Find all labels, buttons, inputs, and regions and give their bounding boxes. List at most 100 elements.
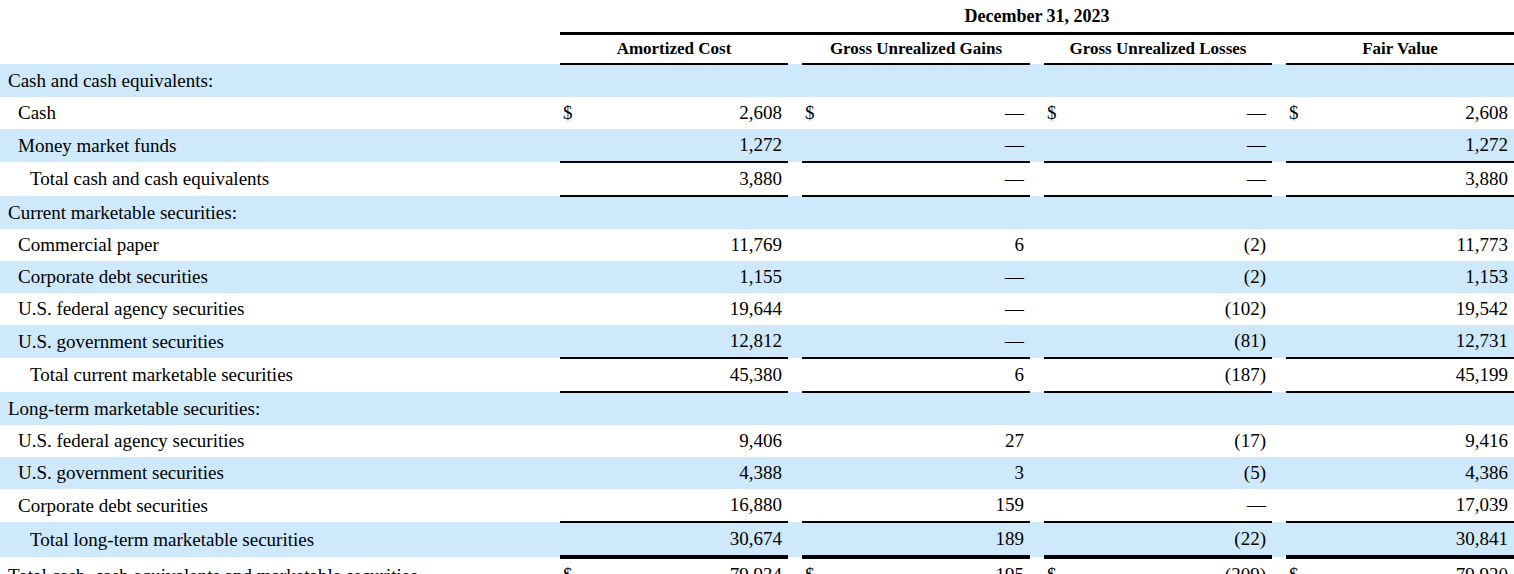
value-cell: (2) xyxy=(1078,261,1272,293)
currency-cell xyxy=(1044,392,1078,425)
period-header-row: December 31, 2023 xyxy=(0,2,1514,34)
column-gap xyxy=(1030,196,1044,229)
currency-cell xyxy=(1044,196,1078,229)
currency-cell xyxy=(560,325,594,358)
row-label: Total long-term marketable securities xyxy=(0,522,560,557)
column-gap xyxy=(1272,522,1286,557)
value-cell: — xyxy=(836,129,1030,162)
value-cell xyxy=(1320,392,1514,425)
currency-cell xyxy=(560,358,594,392)
column-gap xyxy=(1272,229,1286,261)
value-cell: (102) xyxy=(1078,293,1272,325)
value-cell: 1,155 xyxy=(594,261,788,293)
currency-cell xyxy=(560,489,594,522)
column-gap xyxy=(788,162,802,196)
value-cell: (2) xyxy=(1078,229,1272,261)
column-gap xyxy=(788,34,802,65)
value-cell: 12,812 xyxy=(594,325,788,358)
column-gap xyxy=(788,64,802,97)
row-label: Cash xyxy=(0,97,560,129)
table-row: Total cash and cash equivalents3,880——3,… xyxy=(0,162,1514,196)
column-gap xyxy=(1272,557,1286,574)
column-gap xyxy=(1030,425,1044,457)
column-gap xyxy=(1030,358,1044,392)
value-cell: (17) xyxy=(1078,425,1272,457)
currency-cell: $ xyxy=(1286,97,1320,129)
column-header-fair-value: Fair Value xyxy=(1286,34,1514,65)
value-cell: 4,388 xyxy=(594,457,788,489)
column-gap xyxy=(788,97,802,129)
value-cell: 19,542 xyxy=(1320,293,1514,325)
table-row: U.S. government securities4,3883(5)4,386 xyxy=(0,457,1514,489)
value-cell: 189 xyxy=(836,522,1030,557)
value-cell: — xyxy=(1078,129,1272,162)
value-cell: 11,773 xyxy=(1320,229,1514,261)
row-label: Corporate debt securities xyxy=(0,489,560,522)
value-cell: 2,608 xyxy=(1320,97,1514,129)
column-gap xyxy=(1272,392,1286,425)
currency-cell xyxy=(802,392,836,425)
column-header-amortized-cost: Amortized Cost xyxy=(560,34,788,65)
column-gap xyxy=(1272,325,1286,358)
column-gap xyxy=(1030,261,1044,293)
column-gap xyxy=(788,129,802,162)
table-row: Commercial paper11,7696(2)11,773 xyxy=(0,229,1514,261)
currency-cell xyxy=(560,293,594,325)
column-gap xyxy=(1030,293,1044,325)
currency-cell xyxy=(1286,64,1320,97)
currency-cell xyxy=(1044,261,1078,293)
currency-cell: $ xyxy=(1044,557,1078,574)
currency-cell xyxy=(560,196,594,229)
currency-cell xyxy=(1286,229,1320,261)
table-row: U.S. government securities12,812—(81)12,… xyxy=(0,325,1514,358)
currency-cell xyxy=(1286,457,1320,489)
value-cell: 195 xyxy=(836,557,1030,574)
currency-cell xyxy=(1044,522,1078,557)
column-gap xyxy=(1030,522,1044,557)
value-cell: — xyxy=(836,261,1030,293)
currency-cell xyxy=(1044,229,1078,261)
value-cell: — xyxy=(1078,162,1272,196)
table-row: Total cash, cash equivalents and marketa… xyxy=(0,557,1514,574)
currency-cell xyxy=(560,457,594,489)
currency-cell xyxy=(802,522,836,557)
column-gap xyxy=(1030,325,1044,358)
row-label: Current marketable securities: xyxy=(0,196,560,229)
value-cell: (81) xyxy=(1078,325,1272,358)
column-gap xyxy=(1030,229,1044,261)
currency-cell xyxy=(1044,293,1078,325)
currency-cell xyxy=(802,162,836,196)
currency-cell xyxy=(802,457,836,489)
column-gap xyxy=(788,261,802,293)
currency-cell xyxy=(560,392,594,425)
column-gap xyxy=(788,358,802,392)
currency-cell xyxy=(560,261,594,293)
column-gap xyxy=(1030,129,1044,162)
value-cell xyxy=(836,64,1030,97)
row-label: Long-term marketable securities: xyxy=(0,392,560,425)
value-cell xyxy=(836,196,1030,229)
table-row: Cash and cash equivalents: xyxy=(0,64,1514,97)
column-gap xyxy=(788,457,802,489)
currency-cell xyxy=(560,162,594,196)
value-cell: 1,272 xyxy=(594,129,788,162)
column-gap xyxy=(1272,489,1286,522)
column-gap xyxy=(788,392,802,425)
currency-cell xyxy=(560,129,594,162)
value-cell: — xyxy=(1078,489,1272,522)
value-cell xyxy=(1078,196,1272,229)
row-label: U.S. federal agency securities xyxy=(0,293,560,325)
column-gap xyxy=(788,325,802,358)
table-row: Cash$2,608$—$—$2,608 xyxy=(0,97,1514,129)
value-cell: 30,841 xyxy=(1320,522,1514,557)
value-cell xyxy=(1078,392,1272,425)
column-gap xyxy=(788,522,802,557)
currency-cell xyxy=(1044,325,1078,358)
currency-cell xyxy=(1286,425,1320,457)
value-cell xyxy=(594,64,788,97)
table-row: Long-term marketable securities: xyxy=(0,392,1514,425)
currency-cell xyxy=(1286,325,1320,358)
column-gap xyxy=(788,489,802,522)
currency-cell xyxy=(1044,425,1078,457)
currency-cell xyxy=(802,229,836,261)
